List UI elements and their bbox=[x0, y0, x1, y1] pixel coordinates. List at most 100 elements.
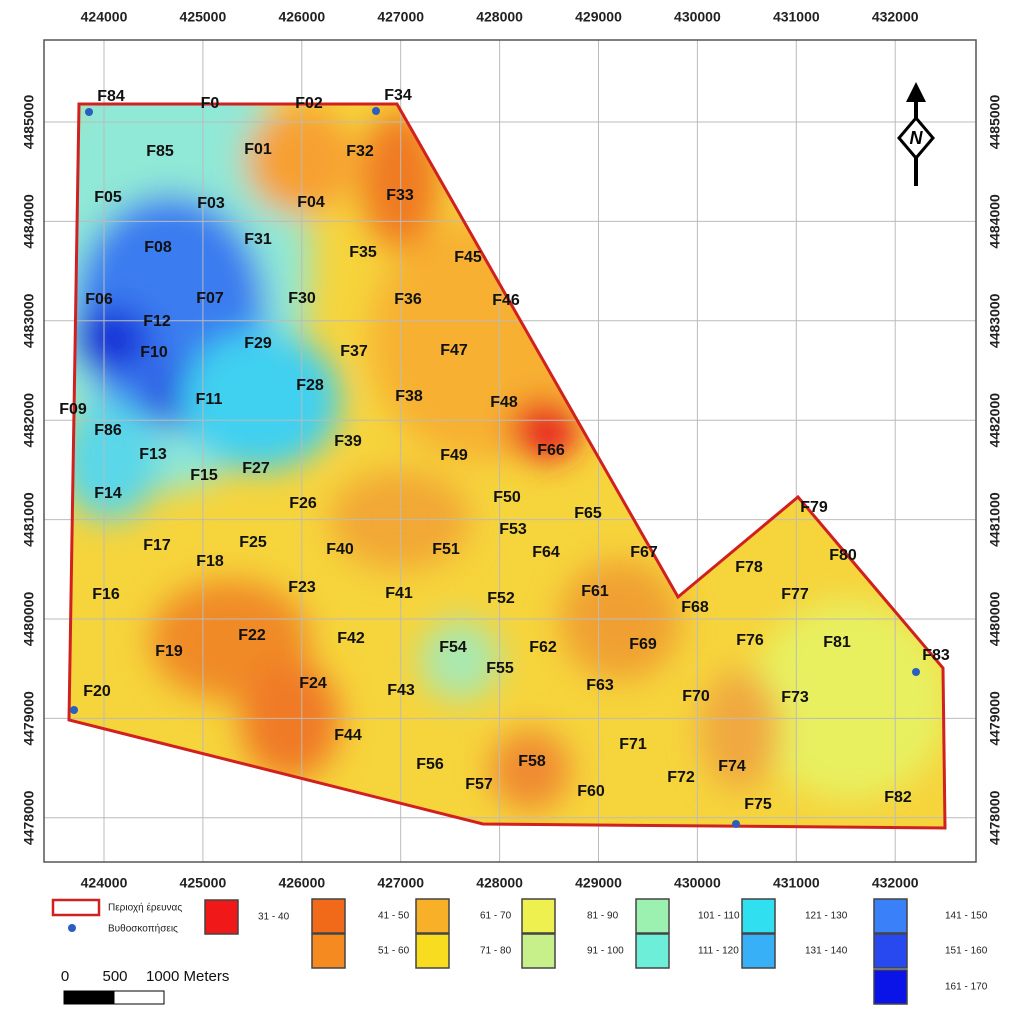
legend-swatch bbox=[521, 933, 556, 969]
well-label: F0 bbox=[201, 95, 220, 112]
well-label: F18 bbox=[196, 553, 224, 570]
y-tick-label: 4484000 bbox=[987, 194, 1003, 249]
legend-label: 41 - 50 bbox=[378, 911, 410, 922]
x-tick-label: 431000 bbox=[773, 9, 820, 25]
y-tick-label: 4483000 bbox=[21, 293, 37, 348]
scale-label: 500 bbox=[102, 968, 127, 985]
well-label: F72 bbox=[667, 769, 695, 786]
well-label: F65 bbox=[574, 505, 602, 522]
well-label: F31 bbox=[244, 231, 272, 248]
legend-swatch bbox=[311, 933, 346, 969]
y-tick-label: 4483000 bbox=[987, 293, 1003, 348]
x-tick-label: 426000 bbox=[278, 9, 325, 25]
well-label: F34 bbox=[384, 87, 412, 104]
sounding-point bbox=[70, 706, 78, 714]
well-label: F69 bbox=[629, 636, 657, 653]
well-label: F80 bbox=[829, 547, 857, 564]
legend-swatch bbox=[741, 933, 776, 969]
x-tick-label: 429000 bbox=[575, 875, 622, 891]
well-label: F39 bbox=[334, 433, 362, 450]
x-tick-label: 424000 bbox=[81, 875, 128, 891]
well-label: F70 bbox=[682, 688, 710, 705]
sounding-point bbox=[85, 108, 93, 116]
well-label: F76 bbox=[736, 632, 764, 649]
legend-label: 81 - 90 bbox=[587, 911, 619, 922]
well-label: F17 bbox=[143, 537, 171, 554]
well-label: F26 bbox=[289, 495, 317, 512]
legend-soundings-label: Βυθοσκοπήσεις bbox=[108, 923, 178, 935]
y-tick-label: 4478000 bbox=[987, 790, 1003, 845]
well-label: F43 bbox=[387, 682, 415, 699]
well-label: F79 bbox=[800, 499, 828, 516]
well-label: F02 bbox=[295, 95, 323, 112]
well-label: F68 bbox=[681, 599, 709, 616]
north-arrow: N bbox=[897, 82, 935, 186]
well-label: F20 bbox=[83, 683, 111, 700]
well-label: F61 bbox=[581, 583, 609, 600]
well-label: F54 bbox=[439, 639, 467, 656]
well-label: F78 bbox=[735, 559, 763, 576]
scale-label: 1000 Meters bbox=[146, 968, 229, 985]
well-label: F33 bbox=[386, 187, 414, 204]
well-label: F07 bbox=[196, 290, 224, 307]
well-label: F75 bbox=[744, 796, 772, 813]
well-label: F77 bbox=[781, 586, 809, 603]
well-label: F50 bbox=[493, 489, 521, 506]
well-label: F55 bbox=[486, 660, 514, 677]
well-label: F32 bbox=[346, 143, 374, 160]
legend-swatch bbox=[873, 969, 908, 1005]
well-label: F53 bbox=[499, 521, 527, 538]
legend-classes: 31 - 40 41 - 50 51 - 60 61 - 70 71 - 80 81 - … bbox=[204, 898, 988, 1005]
north-label: N bbox=[910, 128, 924, 148]
well-label: F46 bbox=[492, 292, 520, 309]
x-tick-label: 429000 bbox=[575, 9, 622, 25]
legend-sounding-swatch bbox=[68, 924, 76, 932]
legend-swatch bbox=[873, 933, 908, 969]
x-tick-label: 425000 bbox=[180, 9, 227, 25]
well-label: F35 bbox=[349, 244, 377, 261]
well-label: F62 bbox=[529, 639, 557, 656]
well-label: F25 bbox=[239, 534, 267, 551]
x-tick-label: 430000 bbox=[674, 875, 721, 891]
well-label: F27 bbox=[242, 460, 270, 477]
x-tick-label: 428000 bbox=[476, 9, 523, 25]
well-label: F67 bbox=[630, 544, 658, 561]
well-label: F05 bbox=[94, 189, 122, 206]
legend-label: 51 - 60 bbox=[378, 946, 410, 957]
well-label: F49 bbox=[440, 447, 468, 464]
study-area-outline bbox=[67, 102, 947, 830]
y-tick-label: 4482000 bbox=[21, 393, 37, 448]
y-tick-label: 4480000 bbox=[987, 592, 1003, 647]
legend-swatch bbox=[635, 933, 670, 969]
well-label: F74 bbox=[718, 758, 746, 775]
well-label: F06 bbox=[85, 291, 113, 308]
x-tick-label: 430000 bbox=[674, 9, 721, 25]
legend-swatch bbox=[415, 898, 450, 934]
well-label: F63 bbox=[586, 677, 614, 694]
legend-swatch bbox=[635, 898, 670, 934]
y-tick-label: 4479000 bbox=[21, 691, 37, 746]
x-tick-label: 425000 bbox=[180, 875, 227, 891]
well-label: F22 bbox=[238, 627, 266, 644]
well-label: F30 bbox=[288, 290, 316, 307]
legend-label: 121 - 130 bbox=[805, 911, 848, 922]
y-tick-label: 4481000 bbox=[987, 492, 1003, 547]
x-tick-label: 424000 bbox=[81, 9, 128, 25]
sounding-point bbox=[372, 107, 380, 115]
x-tick-label: 428000 bbox=[476, 875, 523, 891]
well-label: F51 bbox=[432, 541, 460, 558]
well-label: F28 bbox=[296, 377, 324, 394]
well-label: F09 bbox=[59, 401, 87, 418]
well-label: F29 bbox=[244, 335, 272, 352]
y-tick-label: 4481000 bbox=[21, 492, 37, 547]
well-label: F41 bbox=[385, 585, 413, 602]
map-frame bbox=[43, 39, 977, 863]
well-label: F82 bbox=[884, 789, 912, 806]
well-label: F71 bbox=[619, 736, 647, 753]
legend-area-swatch bbox=[51, 898, 101, 917]
well-label: F56 bbox=[416, 756, 444, 773]
well-label: F37 bbox=[340, 343, 368, 360]
legend-swatch bbox=[311, 898, 346, 934]
well-label: F03 bbox=[197, 195, 225, 212]
legend-swatch bbox=[873, 898, 908, 934]
